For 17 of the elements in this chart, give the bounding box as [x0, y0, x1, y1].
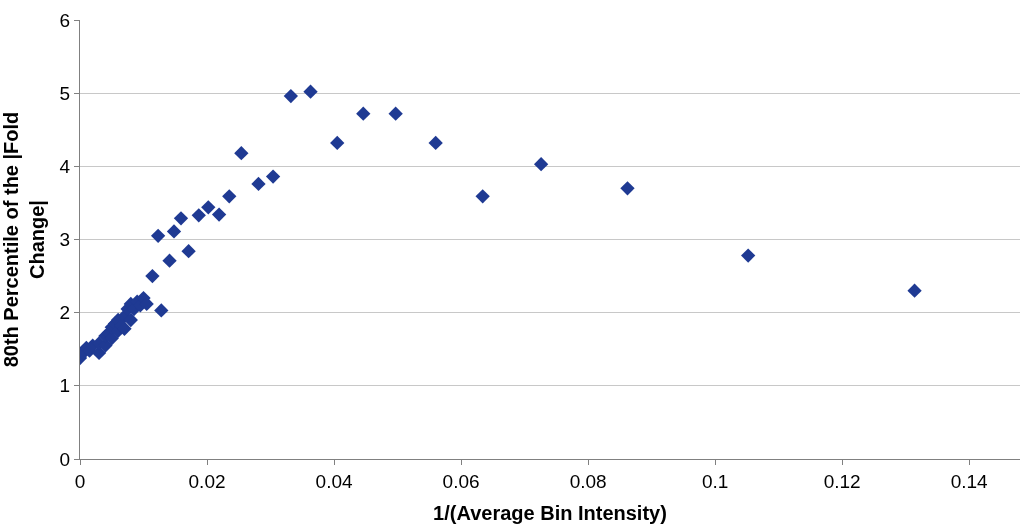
x-tick-label: 0.06 — [442, 470, 480, 492]
y-tick-label: 3 — [59, 229, 71, 251]
y-tick-label: 1 — [59, 375, 71, 397]
y-tick-label: 0 — [59, 448, 71, 470]
y-tick-label: 4 — [59, 155, 71, 177]
x-tick-label: 0.04 — [315, 470, 353, 492]
y-tick-label: 6 — [59, 9, 71, 31]
y-tick-label: 2 — [59, 302, 71, 324]
x-tick-label: 0.08 — [569, 470, 607, 492]
x-tick-label: 0.02 — [188, 470, 226, 492]
x-axis-title: 1/(Average Bin Intensity) — [433, 502, 667, 525]
x-tick-label: 0 — [74, 470, 86, 492]
x-tick-label: 0.14 — [950, 470, 989, 492]
x-tick-label: 0.12 — [823, 470, 861, 492]
y-tick-label: 5 — [59, 82, 71, 104]
y-axis-title: 80th Percentile of the |Fold Change| — [0, 111, 48, 368]
x-tick-label: 0.1 — [701, 470, 729, 492]
